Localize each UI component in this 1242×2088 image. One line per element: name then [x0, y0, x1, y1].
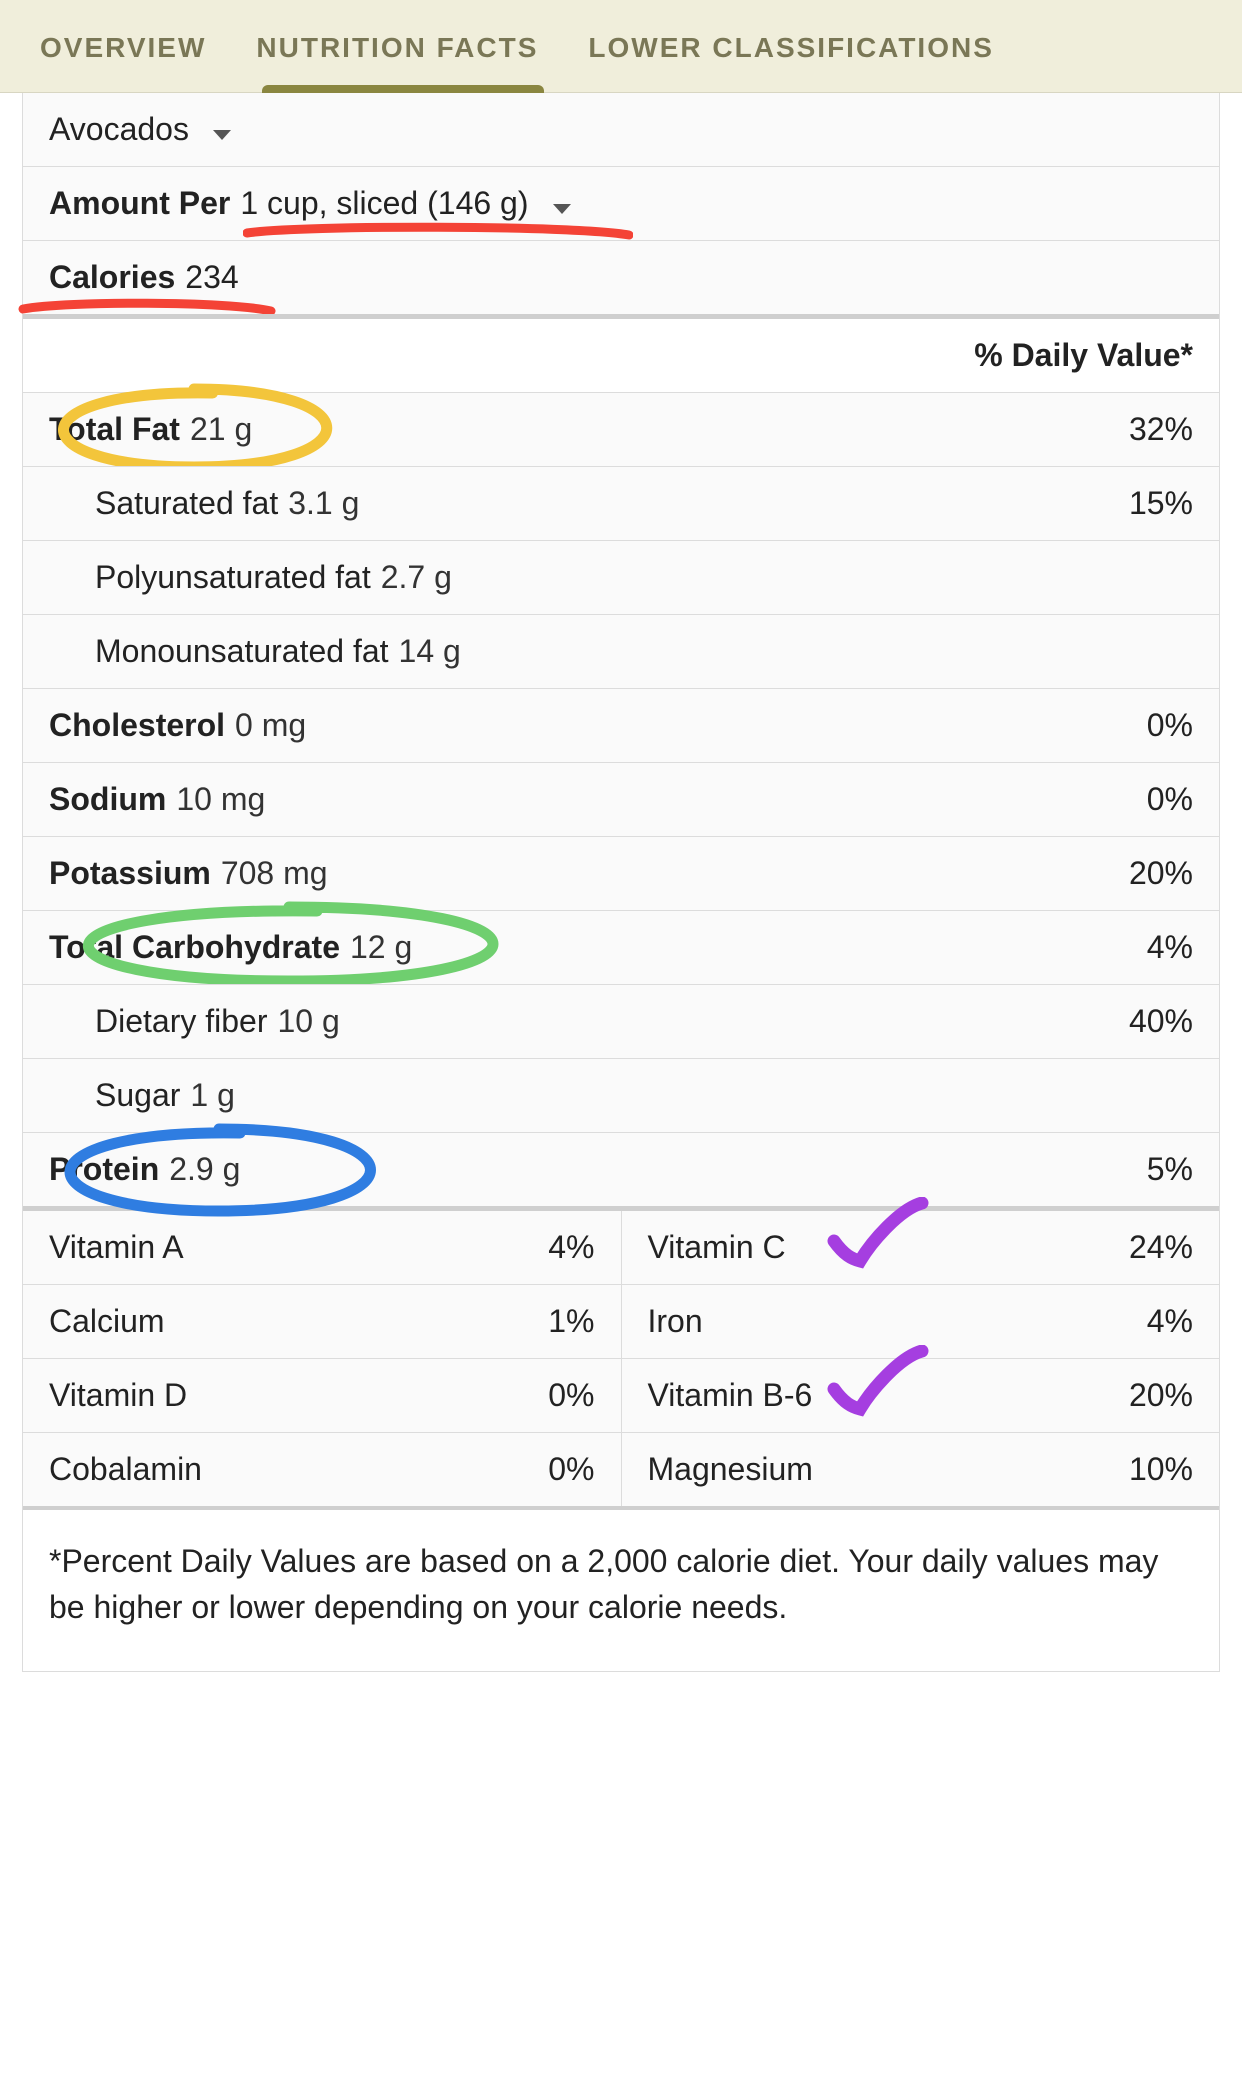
annotation-check [822, 1197, 932, 1277]
vitamin-pct: 10% [1129, 1451, 1193, 1488]
serving-text: 1 cup, sliced (146 g) [240, 185, 528, 222]
nutrient-label: Monounsaturated fat [95, 633, 389, 670]
nutrient-label: Saturated fat [95, 485, 278, 522]
vitamin-pct: 0% [548, 1377, 594, 1414]
nutrient-row: Protein 2.9 g 5% [23, 1132, 1219, 1206]
vitamin-row: Vitamin A 4% Vitamin C 24% [23, 1211, 1219, 1284]
vitamins-grid: Vitamin A4%Vitamin C24% Calcium1%Iron4%V… [23, 1206, 1219, 1506]
vitamin-label: Calcium [49, 1303, 165, 1340]
nutrient-pct: 0% [1147, 781, 1193, 818]
nutrient-value: 0 mg [235, 707, 306, 744]
nutrient-label: Total Fat [49, 411, 180, 448]
serving-row[interactable]: Amount Per 1 cup, sliced (146 g) [23, 166, 1219, 240]
nutrient-row: Sodium 10 mg 0% [23, 762, 1219, 836]
nutrient-row: Sugar 1 g [23, 1058, 1219, 1132]
nutrient-value: 708 mg [221, 855, 328, 892]
vitamin-cell: Vitamin B-6 20% [621, 1359, 1220, 1432]
nutrient-value: 12 g [350, 929, 412, 966]
food-name: Avocados [49, 111, 189, 148]
vitamin-cell: Iron 4% [621, 1285, 1220, 1358]
calories-label: Calories [49, 259, 175, 296]
vitamin-cell: Cobalamin 0% [23, 1433, 621, 1506]
nutrient-value: 1 g [190, 1077, 234, 1114]
vitamin-cell: Magnesium 10% [621, 1433, 1220, 1506]
nutrient-pct: 40% [1129, 1003, 1193, 1040]
nutrient-row: Total Fat 21 g 32% [23, 392, 1219, 466]
vitamin-row: Cobalamin 0% Magnesium 10% [23, 1432, 1219, 1506]
nutrient-pct: 5% [1147, 1151, 1193, 1188]
nutrient-pct: 20% [1129, 855, 1193, 892]
nutrient-value: 21 g [190, 411, 252, 448]
nutrient-pct: 4% [1147, 929, 1193, 966]
nutrient-row: Cholesterol 0 mg 0% [23, 688, 1219, 762]
nutrient-label: Total Carbohydrate [49, 929, 340, 966]
nutrient-value: 10 mg [176, 781, 265, 818]
nutrient-pct: 0% [1147, 707, 1193, 744]
vitamin-cell: Vitamin D 0% [23, 1359, 621, 1432]
serving-prefix: Amount Per [49, 185, 230, 222]
nutrient-row: Saturated fat 3.1 g 15% [23, 466, 1219, 540]
nutrient-label: Dietary fiber [95, 1003, 268, 1040]
vitamin-cell: Vitamin A 4% [23, 1211, 621, 1284]
nutrient-label: Cholesterol [49, 707, 225, 744]
nutrient-row: Monounsaturated fat 14 g [23, 614, 1219, 688]
nutrient-value: 10 g [278, 1003, 340, 1040]
vitamin-label: Vitamin D [49, 1377, 187, 1414]
vitamin-label: Vitamin C [648, 1229, 786, 1266]
vitamin-label: Iron [648, 1303, 703, 1340]
vitamin-pct: 4% [548, 1229, 594, 1266]
food-selector-row[interactable]: Avocados [23, 93, 1219, 166]
vitamin-pct: 20% [1129, 1377, 1193, 1414]
vitamin-label: Vitamin A [49, 1229, 184, 1266]
nutrient-value: 2.9 g [169, 1151, 240, 1188]
nutrient-row: Potassium 708 mg 20% [23, 836, 1219, 910]
nutrient-pct: 15% [1129, 485, 1193, 522]
vitamin-label: Magnesium [648, 1451, 813, 1488]
footnote: *Percent Daily Values are based on a 2,0… [23, 1506, 1219, 1671]
vitamin-pct: 4% [1147, 1303, 1193, 1340]
tab-overview[interactable]: OVERVIEW [40, 0, 206, 92]
nutrients-list: Total Fat 21 g 32% Saturated fat 3.1 g 15% Po… [23, 392, 1219, 1206]
vitamin-cell: Calcium 1% [23, 1285, 621, 1358]
dv-header-row: % Daily Value* [23, 314, 1219, 392]
tabs-bar: OVERVIEW NUTRITION FACTS LOWER CLASSIFICAT… [0, 0, 1242, 93]
nutrient-pct: 32% [1129, 411, 1193, 448]
nutrient-row: Dietary fiber 10 g 40% [23, 984, 1219, 1058]
nutrient-value: 14 g [399, 633, 461, 670]
tab-lower-classifications[interactable]: LOWER CLASSIFICATIONS [588, 0, 993, 92]
vitamin-label: Vitamin B-6 [648, 1377, 813, 1414]
nutrient-label: Sodium [49, 781, 166, 818]
calories-row: Calories 234 [23, 240, 1219, 314]
nutrient-label: Protein [49, 1151, 159, 1188]
nutrient-row: Polyunsaturated fat 2.7 g [23, 540, 1219, 614]
vitamin-row: Calcium 1% Iron 4% [23, 1284, 1219, 1358]
vitamin-pct: 24% [1129, 1229, 1193, 1266]
vitamin-cell: Vitamin C 24% [621, 1211, 1220, 1284]
calories-value: 234 [185, 259, 238, 296]
nutrient-row: Total Carbohydrate 12 g 4% [23, 910, 1219, 984]
vitamin-pct: 1% [548, 1303, 594, 1340]
nutrient-value: 2.7 g [381, 559, 452, 596]
nutrition-panel: Avocados Amount Per 1 cup, sliced (146 g… [22, 93, 1220, 1672]
tab-nutrition-facts[interactable]: NUTRITION FACTS [256, 0, 538, 92]
nutrient-value: 3.1 g [288, 485, 359, 522]
chevron-down-icon [553, 204, 571, 214]
footnote-text: *Percent Daily Values are based on a 2,0… [49, 1543, 1158, 1625]
nutrient-label: Polyunsaturated fat [95, 559, 371, 596]
dv-header-text: % Daily Value* [974, 337, 1193, 374]
chevron-down-icon [213, 130, 231, 140]
vitamin-label: Cobalamin [49, 1451, 202, 1488]
nutrient-label: Sugar [95, 1077, 180, 1114]
vitamin-row: Vitamin D 0% Vitamin B-6 20% [23, 1358, 1219, 1432]
nutrient-label: Potassium [49, 855, 211, 892]
vitamin-pct: 0% [548, 1451, 594, 1488]
